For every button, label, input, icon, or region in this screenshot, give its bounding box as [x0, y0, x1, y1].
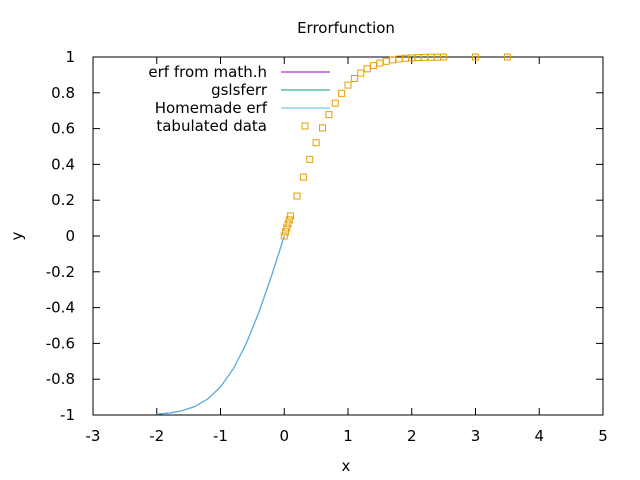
- x-tick-label: 2: [407, 427, 417, 445]
- x-tick-label: 4: [534, 427, 544, 445]
- y-tick-label: 0.8: [51, 84, 75, 102]
- data-point-tabulated-data: [472, 53, 479, 61]
- x-tick-label: 0: [279, 427, 289, 445]
- series-layer: [156, 53, 511, 415]
- data-point-tabulated-data: [282, 228, 290, 236]
- x-tick-label: -1: [213, 427, 228, 445]
- chart-title: Errorfunction: [297, 19, 395, 37]
- y-tick-label: -0.6: [46, 334, 75, 352]
- y-tick-label: 0.4: [51, 155, 75, 173]
- data-point-tabulated-data: [299, 173, 307, 181]
- y-tick-label: 0: [65, 227, 75, 245]
- data-point-tabulated-data: [283, 224, 291, 232]
- data-point-tabulated-data: [350, 74, 358, 82]
- series-line-homemade-erf: [156, 235, 285, 415]
- data-point-tabulated-data: [284, 220, 292, 228]
- y-tick-label: -0.2: [46, 263, 75, 281]
- data-point-tabulated-data: [287, 212, 295, 220]
- data-point-tabulated-data: [344, 81, 352, 89]
- y-tick-label: -0.8: [46, 370, 75, 388]
- data-point-tabulated-data: [312, 139, 320, 147]
- legend-swatch-tabulated-data: [301, 122, 309, 130]
- y-axis-label: y: [8, 231, 26, 240]
- y-axis: -1 -0.8 -0.6 -0.4 -0.2 0 0.2 0.4 0.6 0.8 1: [46, 48, 603, 424]
- x-axis-label: x: [342, 457, 351, 475]
- x-tick-label: -3: [86, 427, 101, 445]
- data-point-tabulated-data: [503, 53, 511, 61]
- x-tick-label: 1: [343, 427, 353, 445]
- data-point-tabulated-data: [440, 53, 448, 61]
- x-tick-label: -2: [149, 427, 164, 445]
- data-point-tabulated-data: [325, 111, 333, 119]
- data-point-tabulated-data: [370, 62, 377, 70]
- legend-label-gslsferr: gslsferr: [211, 81, 268, 99]
- data-point-tabulated-data: [319, 124, 326, 132]
- x-axis: -3 -2 -1 0 1 2 3 4 5: [86, 57, 608, 445]
- legend-label-tabulated-data: tabulated data: [156, 117, 267, 135]
- data-point-tabulated-data: [401, 54, 409, 62]
- data-point-tabulated-data: [357, 69, 365, 77]
- data-point-tabulated-data: [376, 59, 384, 67]
- y-tick-label: 1: [65, 48, 75, 66]
- data-point-tabulated-data: [285, 216, 293, 224]
- x-tick-label: 5: [598, 427, 608, 445]
- data-point-tabulated-data: [280, 232, 288, 240]
- data-point-tabulated-data: [414, 54, 422, 62]
- data-point-tabulated-data: [382, 57, 390, 65]
- y-tick-label: -0.4: [46, 299, 75, 317]
- legend-label-homemade-erf: Homemade erf: [155, 99, 268, 117]
- data-point-tabulated-data: [331, 99, 339, 107]
- y-tick-label: 0.2: [51, 191, 75, 209]
- y-tick-label: 0.6: [51, 120, 75, 138]
- y-tick-label: -1: [60, 406, 75, 424]
- data-point-tabulated-data: [306, 155, 314, 163]
- data-point-tabulated-data: [363, 65, 371, 73]
- legend-label-erf-from-math-h: erf from math.h: [148, 63, 267, 81]
- data-point-tabulated-data: [389, 56, 397, 64]
- data-point-tabulated-data: [293, 192, 301, 200]
- x-tick-label: 3: [471, 427, 481, 445]
- data-point-tabulated-data: [338, 89, 346, 97]
